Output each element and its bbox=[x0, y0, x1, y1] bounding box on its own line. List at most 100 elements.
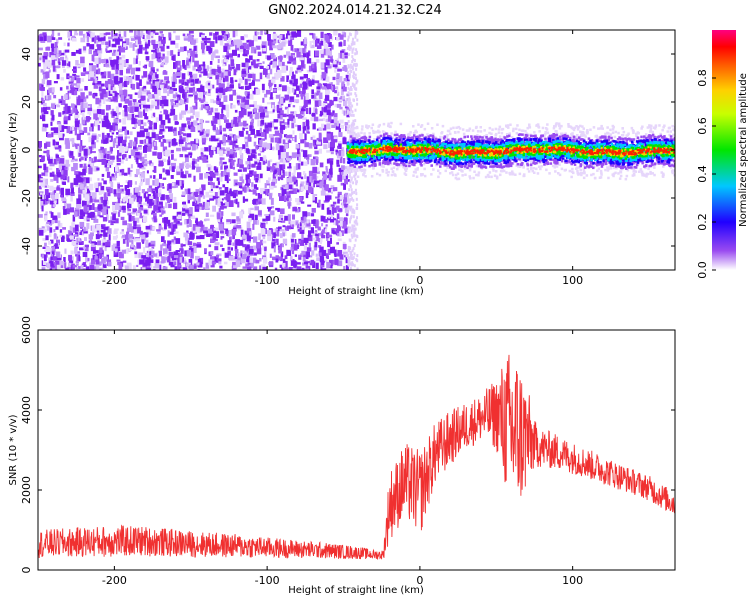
spectrogram-cell bbox=[349, 180, 352, 184]
spectrogram-cell bbox=[199, 235, 205, 240]
spectrogram-cell bbox=[142, 65, 147, 68]
spectrogram-cell bbox=[285, 159, 290, 163]
spectrogram-cell bbox=[209, 170, 214, 177]
spectrogram-cell bbox=[148, 40, 154, 43]
spectrogram-cell bbox=[190, 50, 195, 57]
spectrogram-cell bbox=[272, 109, 275, 113]
spectrogram-cell bbox=[67, 75, 73, 78]
spectrogram-cell bbox=[109, 49, 113, 53]
spectrogram-cell bbox=[184, 87, 188, 93]
spectrogram-cell bbox=[84, 86, 88, 91]
spectrogram-cell bbox=[53, 233, 56, 237]
spectrogram-cell bbox=[249, 55, 253, 61]
spectrogram-cell bbox=[148, 126, 153, 130]
spectrogram-cell bbox=[350, 88, 353, 91]
spectrogram-cell bbox=[104, 60, 109, 64]
spectrogram-cell bbox=[120, 142, 123, 147]
spectrogram-cell bbox=[51, 59, 56, 66]
spectrogram-cell bbox=[118, 31, 121, 35]
spectrogram-cell bbox=[273, 238, 277, 243]
spectrogram-cell bbox=[281, 267, 284, 270]
spectrogram-cell bbox=[177, 131, 182, 136]
spectrogram-cell bbox=[148, 60, 154, 68]
spectrogram-cell bbox=[179, 257, 183, 263]
spectrogram-cell bbox=[214, 242, 220, 246]
spectrogram-cell bbox=[315, 234, 320, 242]
spectrogram-cell bbox=[188, 30, 194, 34]
spectrogram-cell bbox=[88, 48, 92, 55]
spectrogram-cell bbox=[249, 114, 253, 119]
spectrogram-cell bbox=[95, 185, 99, 193]
spectrogram-cell bbox=[504, 163, 507, 166]
spectrogram-cell bbox=[164, 80, 167, 83]
spectrogram-cell bbox=[63, 257, 66, 263]
spectrogram-cell bbox=[165, 110, 169, 115]
spectrogram-cell bbox=[287, 155, 292, 160]
spectrogram-cell bbox=[195, 226, 200, 233]
spectrogram-cell bbox=[187, 194, 192, 201]
spectrogram-cell bbox=[323, 38, 326, 46]
spectrogram-cell bbox=[162, 210, 166, 214]
spectrogram-cell bbox=[208, 110, 213, 115]
spectrogram-cell bbox=[151, 210, 156, 215]
spectrogram-cell bbox=[106, 200, 109, 205]
spectrogram-cell bbox=[38, 185, 42, 190]
spectrogram-cell bbox=[308, 230, 311, 238]
spectrogram-cell bbox=[78, 152, 81, 157]
spectrogram-cell bbox=[328, 215, 332, 219]
spectrogram-cell bbox=[350, 92, 353, 96]
spectrogram-cell bbox=[300, 92, 304, 100]
spectrogram-cell bbox=[53, 158, 57, 165]
spectrogram-cell bbox=[71, 222, 75, 227]
spectrogram-cell bbox=[144, 51, 149, 55]
spectrogram-cell bbox=[143, 105, 147, 112]
spectrogram-cell bbox=[105, 63, 109, 66]
spectrogram-cell bbox=[334, 69, 337, 73]
spectrogram-cell bbox=[195, 255, 200, 261]
spectrogram-cell bbox=[83, 231, 88, 234]
spectrogram-cell bbox=[284, 125, 287, 129]
spectrogram-cell bbox=[119, 231, 125, 235]
spectrogram-cell bbox=[200, 71, 204, 74]
spectrogram-cell bbox=[276, 110, 281, 113]
spectrogram-cell bbox=[321, 203, 325, 210]
spectrogram-cell bbox=[45, 223, 49, 228]
spectrogram-cell bbox=[84, 158, 87, 161]
spectrogram-cell bbox=[271, 104, 275, 109]
spectrogram-cell bbox=[340, 182, 345, 186]
spectrogram-cell bbox=[182, 207, 186, 214]
spectrogram-cell bbox=[344, 203, 349, 208]
spectrogram-cell bbox=[275, 255, 279, 261]
spectrogram-cell bbox=[154, 84, 160, 89]
spectrogram-cell bbox=[303, 261, 309, 265]
spectrogram-cell bbox=[195, 102, 198, 110]
spectrogram-cell bbox=[274, 84, 277, 88]
spectrogram-cell bbox=[313, 116, 319, 122]
spectrogram-cell bbox=[328, 174, 332, 181]
spectrogram-cell bbox=[155, 259, 160, 264]
spectrogram-cell bbox=[273, 216, 276, 222]
spectrogram-cell bbox=[299, 47, 302, 55]
spectrogram-cell bbox=[77, 266, 81, 270]
spectrogram-cell bbox=[114, 218, 119, 224]
spectrogram-cell bbox=[311, 40, 315, 43]
spectrogram-cell bbox=[164, 223, 167, 230]
spectrogram-cell bbox=[40, 101, 44, 105]
spectrogram-cell bbox=[221, 59, 225, 64]
spectrogram-cell bbox=[51, 171, 55, 175]
spectrogram-cell bbox=[252, 73, 256, 81]
spectrogram-cell bbox=[339, 156, 343, 164]
spectrogram-cell bbox=[141, 87, 144, 91]
spectrogram-cell bbox=[227, 246, 231, 250]
spectrogram-cell bbox=[302, 121, 306, 129]
spectrogram-cell bbox=[245, 58, 248, 62]
spectrogram-cell bbox=[265, 124, 268, 131]
spectrogram-cell bbox=[146, 257, 151, 260]
spectrogram-cell bbox=[582, 164, 586, 167]
spectrogram-cell bbox=[66, 63, 69, 66]
spectrogram-cell bbox=[98, 102, 102, 107]
spectrogram-cell bbox=[217, 66, 221, 74]
spectrogram-cell bbox=[116, 132, 119, 135]
spectrogram-cell bbox=[71, 83, 77, 86]
spectrogram-cell bbox=[318, 100, 322, 106]
